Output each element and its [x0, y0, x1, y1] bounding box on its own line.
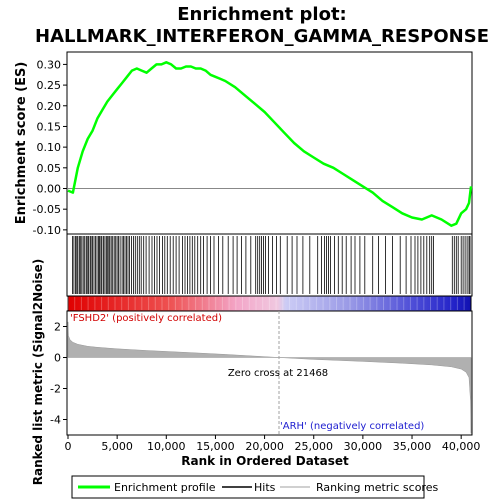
x-tick-label: 35,000: [393, 440, 432, 453]
x-tick-label: 0: [65, 440, 72, 453]
positive-correlation-label: 'FSHD2' (positively correlated): [70, 313, 222, 324]
x-axis: 0 5,000 10,000 15,000 20,000 25,000 30,000 35,0…: [65, 435, 481, 453]
metric-y-tick-label: -2: [50, 383, 61, 396]
es-y-tick-label: -0.05: [33, 203, 61, 216]
es-y-tick-label: 0.25: [37, 79, 62, 92]
enrichment-profile-line: [67, 61, 473, 227]
hit-marks: [72, 236, 471, 294]
es-y-tick-label: 0.15: [37, 120, 62, 133]
x-tick-label: 5,000: [101, 440, 133, 453]
x-tick-label: 20,000: [245, 440, 284, 453]
x-tick-label: 15,000: [196, 440, 235, 453]
es-y-axis-label: Enrichment score (ES): [14, 62, 29, 225]
x-tick-label: 30,000: [344, 440, 383, 453]
metric-y-axis-label: Ranked list metric (Signal2Noise): [31, 259, 45, 486]
x-tick-label: 25,000: [294, 440, 333, 453]
es-y-tick-label: 0.30: [37, 58, 62, 71]
es-y-tick-label: 0.10: [37, 141, 62, 154]
es-panel-frame: [66, 51, 473, 235]
metric-y-tick-label: 0: [54, 352, 61, 365]
metric-y-tick-label: -4: [50, 414, 61, 427]
metric-panel-frame: [66, 310, 473, 436]
rank-color-bar-stripes: [67, 297, 465, 310]
es-y-tick-label: -0.10: [33, 224, 61, 237]
legend-hits-label: Hits: [254, 481, 276, 494]
metric-y-axis: 2 0 -2 -4: [50, 321, 67, 427]
es-y-tick-label: 0.00: [37, 183, 62, 196]
x-tick-label: 10,000: [147, 440, 186, 453]
legend-profile-label: Enrichment profile: [114, 481, 216, 494]
chart-title-line2: HALLMARK_INTERFERON_GAMMA_RESPONSE: [35, 26, 489, 47]
chart-title-line1: Enrichment plot:: [177, 4, 347, 25]
es-y-tick-label: 0.20: [37, 100, 62, 113]
x-axis-label: Rank in Ordered Dataset: [181, 454, 349, 468]
metric-y-tick-label: 2: [54, 321, 61, 334]
es-y-tick-label: 0.05: [37, 162, 62, 175]
zero-cross-label: Zero cross at 21468: [228, 368, 328, 379]
x-tick-label: 40,000: [442, 440, 481, 453]
es-y-axis: -0.10 -0.05 0.00 0.05 0.10 0.15 0.20 0.25 0.30: [33, 58, 67, 237]
legend-metric-label: Ranking metric scores: [316, 481, 438, 494]
negative-correlation-label: 'ARH' (negatively correlated): [280, 421, 424, 432]
